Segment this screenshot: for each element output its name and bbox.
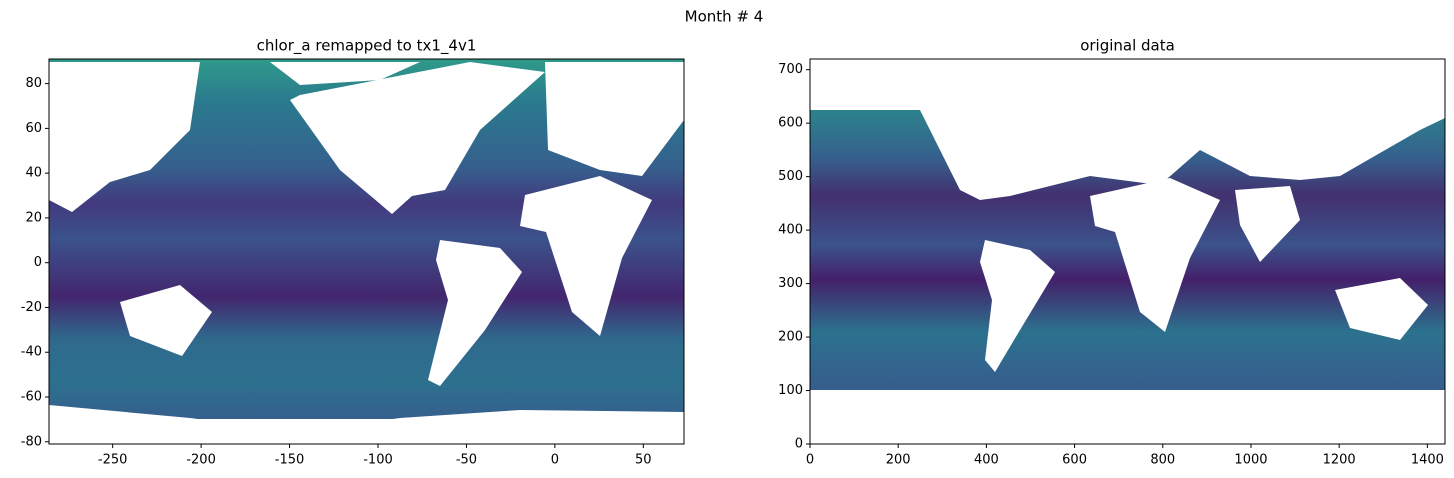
x-tick-label: -150 xyxy=(275,453,305,468)
axes-title: chlor_a remapped to tx1_4v1 xyxy=(257,37,477,56)
axes-frame xyxy=(48,58,685,445)
y-tick-label: -60 xyxy=(21,389,42,404)
axes-title: original data xyxy=(1080,37,1175,55)
y-tick-label: -80 xyxy=(21,434,42,449)
y-tick-label: 600 xyxy=(778,116,803,131)
x-tick-label: 400 xyxy=(974,453,999,468)
y-tick-label: 400 xyxy=(778,223,803,238)
y-tick-label: 700 xyxy=(778,62,803,77)
y-tick-label: 40 xyxy=(25,166,42,181)
x-tick-label: 50 xyxy=(635,453,652,468)
y-tick-label: 60 xyxy=(25,121,42,136)
x-tick-label: 0 xyxy=(806,453,814,468)
axes-frame xyxy=(809,58,1446,445)
y-tick-label: 500 xyxy=(778,169,803,184)
y-tick-label: 80 xyxy=(25,76,42,91)
x-tick-label: 1400 xyxy=(1411,453,1444,468)
x-tick-label: -200 xyxy=(186,453,216,468)
figure-title: Month # 4 xyxy=(685,8,764,26)
x-tick-label: 0 xyxy=(551,453,559,468)
y-tick-label: 200 xyxy=(778,330,803,345)
x-tick-label: 1000 xyxy=(1234,453,1267,468)
y-tick-label: 0 xyxy=(34,255,42,270)
y-tick-label: 0 xyxy=(795,437,803,452)
x-tick-label: -100 xyxy=(363,453,393,468)
map-right xyxy=(810,59,1445,444)
x-tick-label: 1200 xyxy=(1323,453,1356,468)
y-tick-label: 300 xyxy=(778,276,803,291)
map-left xyxy=(49,59,684,444)
x-tick-label: -250 xyxy=(98,453,128,468)
y-tick-label: 20 xyxy=(25,210,42,225)
y-tick-label: -40 xyxy=(21,345,42,360)
y-tick-label: -20 xyxy=(21,300,42,315)
x-tick-label: -50 xyxy=(456,453,477,468)
x-tick-label: 800 xyxy=(1150,453,1175,468)
x-tick-label: 600 xyxy=(1062,453,1087,468)
x-tick-label: 200 xyxy=(886,453,911,468)
y-tick-label: 100 xyxy=(778,383,803,398)
